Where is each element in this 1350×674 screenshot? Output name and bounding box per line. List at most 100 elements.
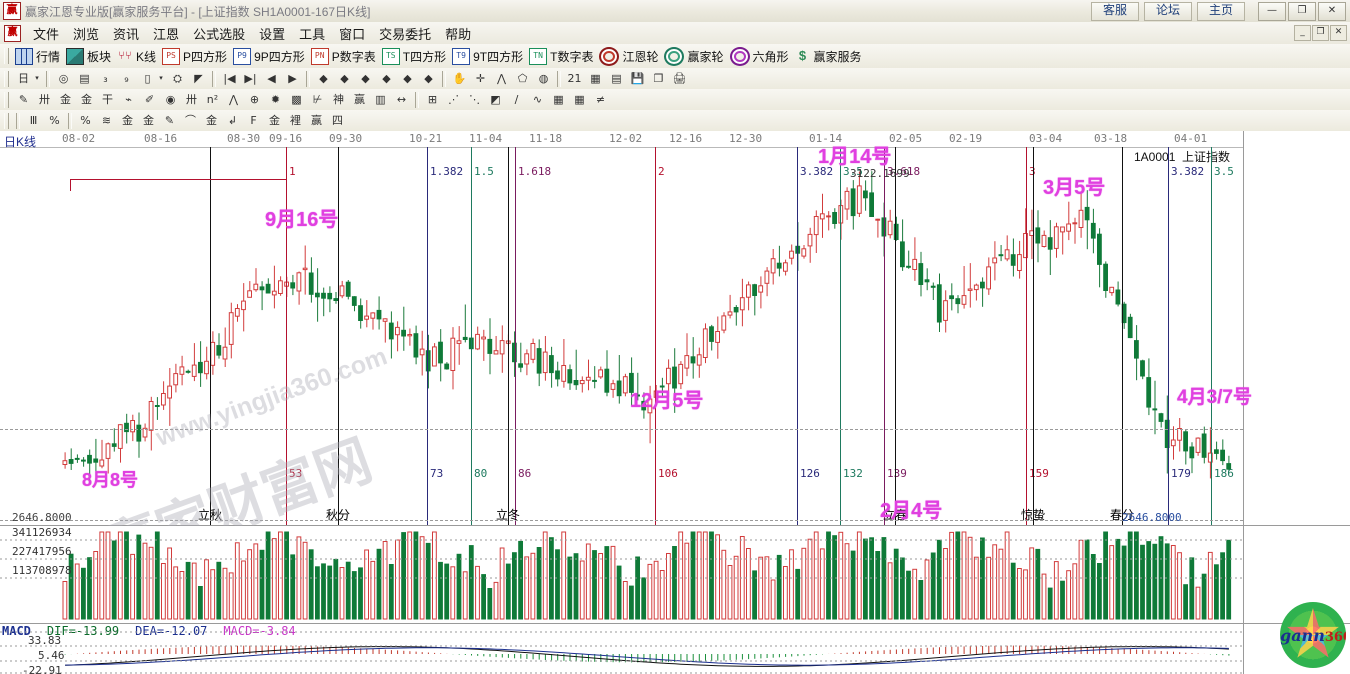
prev-button[interactable]: ◀ [267,72,276,85]
zoom-in-button[interactable]: ◆ [361,72,370,85]
macd-pane[interactable]: MACD DIF=-13.99 DEA=-12.07 MACD=-3.84 33… [0,624,1350,674]
mdi-minimize-button[interactable]: _ [1294,25,1311,41]
angle-tool[interactable]: ⋀ [228,93,239,106]
winner-service-button[interactable]: $ 赢家服务 [793,47,866,66]
mdi-close-button[interactable]: ✕ [1330,25,1347,41]
hv-tool[interactable]: ⊬ [312,93,323,106]
restore-button[interactable]: ❐ [1288,1,1316,21]
print-button[interactable]: 🖨 [672,72,687,85]
pen-tool[interactable]: ✎ [18,93,29,106]
f-line-tool[interactable]: F [250,114,257,127]
ruler-tool[interactable]: ▥ [375,93,386,106]
circle-grid-tool[interactable]: ◉ [165,93,176,106]
minimize-button[interactable]: — [1258,1,1286,21]
gold-box-tool[interactable]: 金 [206,114,217,127]
menu-item-tools[interactable]: 工具 [299,26,326,42]
period-day-button[interactable]: 日 [18,72,29,85]
shape-tool-button[interactable]: ⬠ [517,72,528,85]
pen-measure-tool[interactable]: ✐ [144,93,155,106]
sectors-button[interactable]: 板块 [64,47,115,66]
zoom-right-button[interactable]: ◆ [340,72,349,85]
colorchart-button[interactable]: ◤ [194,72,203,85]
time-cycle-tool[interactable]: 卅 [39,93,50,106]
t-number-table-button[interactable]: TN T数字表 [527,47,597,66]
j-line-tool[interactable]: ↲ [227,114,238,127]
indicator3-button[interactable]: ₃ [103,72,108,85]
crosshair-tool-button[interactable]: ✛ [475,72,486,85]
p-number-table-button[interactable]: PN P数字表 [309,47,380,66]
target-tool[interactable]: ⊕ [249,93,260,106]
shrink-button[interactable]: ◆ [403,72,412,85]
fan-red-tool[interactable]: ⋰ [448,93,459,106]
width-tool[interactable]: ↔ [396,93,407,106]
star-tool[interactable]: ✹ [270,93,281,106]
homepage-button[interactable]: 主页 [1197,1,1245,21]
pct-line-tool[interactable]: ≋ [101,114,112,127]
p-square-button[interactable]: PS P四方形 [160,47,231,66]
menu-item-trading[interactable]: 交易委托 [379,26,432,42]
n-square-tool[interactable]: n² [206,93,219,106]
frame-tool[interactable]: ⊞ [427,93,438,106]
percent-tool[interactable]: % [80,114,91,127]
period-dropdown[interactable]: ▾ [35,74,39,82]
menu-item-settings[interactable]: 设置 [259,26,286,42]
report-button[interactable]: ▤ [79,72,90,85]
menu-item-formula-screening[interactable]: 公式选股 [193,26,246,42]
toolbar-grip[interactable] [4,112,9,129]
toolbar-grip[interactable] [4,91,9,108]
channel-tool[interactable]: ≠ [595,93,606,106]
interval-tool[interactable]: 卅 [186,93,197,106]
candle-dropdown[interactable]: ▾ [159,74,163,82]
menu-item-browse[interactable]: 浏览 [73,26,100,42]
zoom-out-button[interactable]: ◆ [382,72,391,85]
fan-grid-tool[interactable]: ⋱ [469,93,480,106]
p9-square-button[interactable]: P9 9P四方形 [231,47,309,66]
forum-button[interactable]: 论坛 [1144,1,1192,21]
zoom-left-button[interactable]: ◆ [319,72,328,85]
fan-tool[interactable]: 干 [102,93,113,106]
hexagon-button[interactable]: 六角形 [728,46,793,67]
save-button[interactable]: 💾 [630,72,645,85]
arc-tool[interactable]: ⌒ [185,114,196,127]
calendar-button[interactable]: 21 [567,72,582,85]
draw-line-button[interactable]: ⋀ [496,72,507,85]
gold-line-tool[interactable]: 金 [143,114,154,127]
quotes-button[interactable]: 行情 [13,47,64,66]
toolbar-grip[interactable] [4,70,9,87]
expand-button[interactable]: ◆ [424,72,433,85]
menu-item-window[interactable]: 窗口 [339,26,366,42]
next-button[interactable]: ▶ [288,72,297,85]
spiral-tool[interactable]: ⌁ [125,93,132,106]
mdi-restore-button[interactable]: ❐ [1312,25,1329,41]
overlay-button[interactable]: ◎ [58,72,69,85]
first-page-button[interactable]: |◀ [223,72,236,85]
percent-fan-tool[interactable]: % [49,114,60,127]
notes-button[interactable]: ▤ [611,72,622,85]
menu-item-help[interactable]: 帮助 [445,26,472,42]
calculator-button[interactable]: ▦ [590,72,601,85]
gold-grid-tool-2[interactable]: 金 [81,93,92,106]
ying-line-tool[interactable]: 赢 [311,114,322,127]
kline-button[interactable]: ⑂⑂ K线 [115,47,160,66]
four-line-tool[interactable]: 四 [332,114,343,127]
formula-button[interactable]: ⛭ [173,72,182,85]
shen-tool[interactable]: 神 [333,93,344,106]
close-button[interactable]: ✕ [1318,1,1346,21]
t9-square-button[interactable]: T9 9T四方形 [450,47,527,66]
toolbar-grip[interactable] [4,48,9,64]
copy-button[interactable]: ❐ [653,72,664,85]
square-grid-tool[interactable]: ▩ [291,93,302,106]
box-fan-tool[interactable]: ◩ [490,93,501,106]
pen-gold-tool[interactable]: ✎ [164,114,175,127]
shen-line-tool[interactable]: 裡 [290,114,301,127]
brain-tool-button[interactable]: ◍ [538,72,549,85]
indicator9-button[interactable]: ₉ [124,72,129,85]
last-page-button[interactable]: ▶| [244,72,257,85]
menu-item-file[interactable]: 文件 [33,26,60,42]
gold-fan-tool[interactable]: 金 [269,114,280,127]
gann-wheel-button[interactable]: 江恩轮 [597,46,662,67]
grid-b-tool[interactable]: ▦ [574,93,585,106]
candle-button[interactable]: ▯ [144,72,151,85]
chart-area[interactable]: 08-02 08-16 08-30 09-16 09-30 10-21 11-04 11-18… [0,131,1350,674]
price-pane[interactable]: 08-02 08-16 08-30 09-16 09-30 10-21 11-04 11-18… [0,131,1350,639]
